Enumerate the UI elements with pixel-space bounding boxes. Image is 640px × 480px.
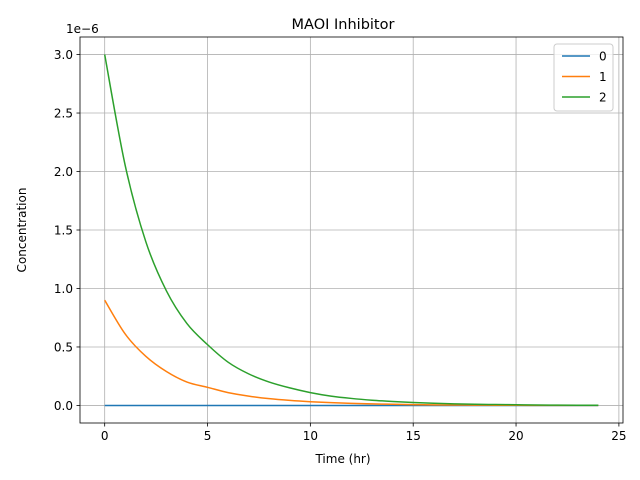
legend-label-0: 0 [599,50,607,64]
x-tick-label: 0 [101,429,109,443]
y-axis-ticks: 0.0 0.5 1.0 1.5 2.0 2.5 3.0 [54,48,80,413]
legend: 0 1 2 [553,43,614,112]
y-tick-label: 1.5 [54,223,73,237]
y-tick-label: 2.0 [54,165,73,179]
legend-label-2: 2 [599,91,607,105]
y-tick-label: 1.0 [54,282,73,296]
y-tick-label: 0.0 [54,399,73,413]
x-axis-label: Time (hr) [314,452,370,466]
x-tick-label: 20 [508,429,523,443]
y-tick-label: 3.0 [54,48,73,62]
y-axis-offset-text: 1e−6 [66,22,99,36]
x-tick-label: 10 [303,429,318,443]
grid [80,37,623,423]
plot-lines [103,54,599,407]
x-tick-label: 25 [611,429,626,443]
x-tick-label: 15 [406,429,421,443]
y-axis-label: Concentration [15,188,29,273]
legend-label-1: 1 [599,70,607,84]
chart-title: MAOI Inhibitor [292,17,395,33]
series-line-2 [103,54,599,407]
x-axis-ticks: 0 5 10 15 20 25 [101,423,627,443]
y-tick-label: 0.5 [54,340,73,354]
y-tick-label: 2.5 [54,106,73,120]
legend-box [553,43,614,112]
x-tick-label: 5 [204,429,212,443]
